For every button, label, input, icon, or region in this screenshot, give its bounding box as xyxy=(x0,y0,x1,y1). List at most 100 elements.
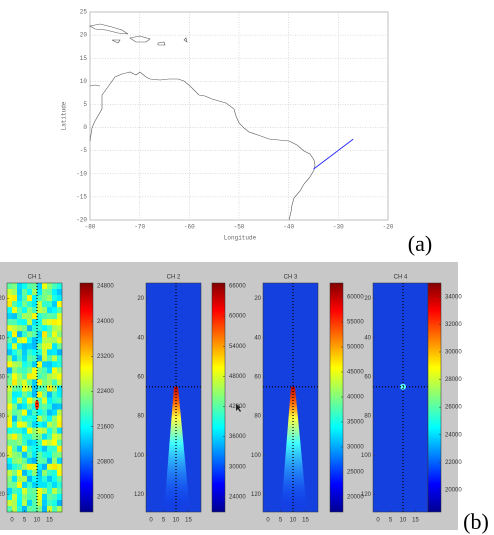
heatmap-cell xyxy=(32,307,38,314)
heatmap-cell xyxy=(47,367,53,374)
x-tick-label: 0 xyxy=(376,518,380,524)
heatmap-cell xyxy=(47,427,53,434)
heatmap-cell xyxy=(52,403,58,410)
heatmap-cell xyxy=(57,295,63,302)
colorbar-tick-label: 21600 xyxy=(97,424,114,430)
colorbar-tick-label: 66000 xyxy=(229,284,246,290)
colorbar-tick-label: 32000 xyxy=(445,322,462,328)
heatmap-cell xyxy=(42,421,48,428)
heatmap-cell xyxy=(12,427,18,434)
heatmap-cell xyxy=(52,439,58,447)
heatmap-cell xyxy=(22,307,28,314)
heatmap-cell xyxy=(52,349,58,356)
heatmap-cell xyxy=(52,391,58,398)
heatmap-cell xyxy=(27,319,33,326)
heatmap-cell xyxy=(22,301,28,308)
heatmap-cell xyxy=(42,403,48,410)
heatmap-cell xyxy=(37,313,43,320)
heatmap-cell xyxy=(12,433,18,440)
heatmap-cell xyxy=(47,469,53,477)
map-frame xyxy=(89,11,389,221)
heatmap-cell xyxy=(37,319,43,326)
panel-title: CH 3 xyxy=(284,275,298,281)
heatmap-cell xyxy=(7,397,13,404)
x-tick-label: -60 xyxy=(184,224,195,231)
grid xyxy=(89,11,389,221)
heatmap-cell xyxy=(12,331,18,338)
heatmap-cell xyxy=(47,301,53,308)
heatmap-cell xyxy=(7,301,13,308)
heatmap-cell xyxy=(47,379,53,386)
heatmap-cell xyxy=(47,307,53,314)
heatmap-cell xyxy=(57,457,63,465)
heatmap-cell xyxy=(42,373,48,380)
heatmap-cell xyxy=(22,361,28,368)
heatmap-cell xyxy=(22,337,28,344)
x-tick-label: 0 xyxy=(10,518,14,524)
heatmap-cell xyxy=(42,289,48,296)
heatmap-cell xyxy=(17,283,23,290)
heatmap-cell xyxy=(37,295,43,302)
heatmap-cell xyxy=(17,361,23,368)
heatmap-background xyxy=(373,283,428,512)
heatmap-cell xyxy=(42,385,48,392)
heatmap-cell xyxy=(27,493,33,501)
heatmap-cell xyxy=(12,301,18,308)
heatmap-cell xyxy=(7,319,13,326)
heatmap-cell xyxy=(32,409,38,416)
hot-spot xyxy=(35,399,39,410)
heatmap-cell xyxy=(37,493,43,501)
heatmap-cell xyxy=(12,499,18,507)
heatmap-cell xyxy=(7,289,13,296)
heatmap-cell xyxy=(7,379,13,386)
heatmap-cell xyxy=(57,355,63,362)
y-tick-label: 60 xyxy=(364,375,371,381)
colorbar-tick-label: 50000 xyxy=(347,345,364,351)
heatmap-cell xyxy=(17,445,23,453)
heatmap-cell xyxy=(7,499,13,507)
heatmap-cell xyxy=(12,457,18,465)
heatmap-cell xyxy=(27,439,33,447)
x-tick-label: 15 xyxy=(412,518,419,524)
y-tick-label: 15 xyxy=(80,55,88,62)
heatmap-cell xyxy=(52,355,58,362)
heatmap-cell xyxy=(17,409,23,416)
heatmap-cell xyxy=(42,439,48,447)
heatmap-cell xyxy=(57,469,63,477)
heatmap-cell xyxy=(57,343,63,350)
y-tick-label: 120 xyxy=(361,492,372,498)
heatmap-cell xyxy=(52,505,58,513)
heatmap-cell xyxy=(22,367,28,374)
heatmap-cell xyxy=(37,457,43,465)
heatmap-cell xyxy=(52,301,58,308)
heatmap-cell xyxy=(57,427,63,434)
heatmap-cell xyxy=(27,409,33,416)
heatmap-cell xyxy=(42,355,48,362)
heatmap-cell xyxy=(47,487,53,495)
heatmap-cell xyxy=(47,295,53,302)
heatmap-cell xyxy=(27,325,33,332)
heatmap-cell xyxy=(52,415,58,422)
heatmap-cell xyxy=(12,439,18,447)
y-tick-label: 40 xyxy=(0,335,6,341)
heatmap-cell xyxy=(12,283,18,290)
heatmap-cell xyxy=(27,295,33,302)
colorbar-tick-label: 22000 xyxy=(445,460,462,466)
y-tick-label: 120 xyxy=(251,492,262,498)
heatmap-cell xyxy=(42,451,48,459)
heatmap-cell xyxy=(22,469,28,477)
heatmap-cell xyxy=(42,391,48,398)
heatmap-cell xyxy=(22,433,28,440)
heatmap-cell xyxy=(7,313,13,320)
heatmap-cell xyxy=(37,373,43,380)
panel-label: (a) xyxy=(408,231,432,256)
panel-title: CH 2 xyxy=(167,275,181,281)
heatmap-cell xyxy=(52,367,58,374)
heatmap-cell xyxy=(32,415,38,422)
heatmap-cell xyxy=(37,469,43,477)
heatmap-cell xyxy=(27,283,33,290)
colorbar-tick-label: 60000 xyxy=(347,295,364,301)
heatmap-cell xyxy=(7,481,13,489)
heatmap-cell xyxy=(12,379,18,386)
